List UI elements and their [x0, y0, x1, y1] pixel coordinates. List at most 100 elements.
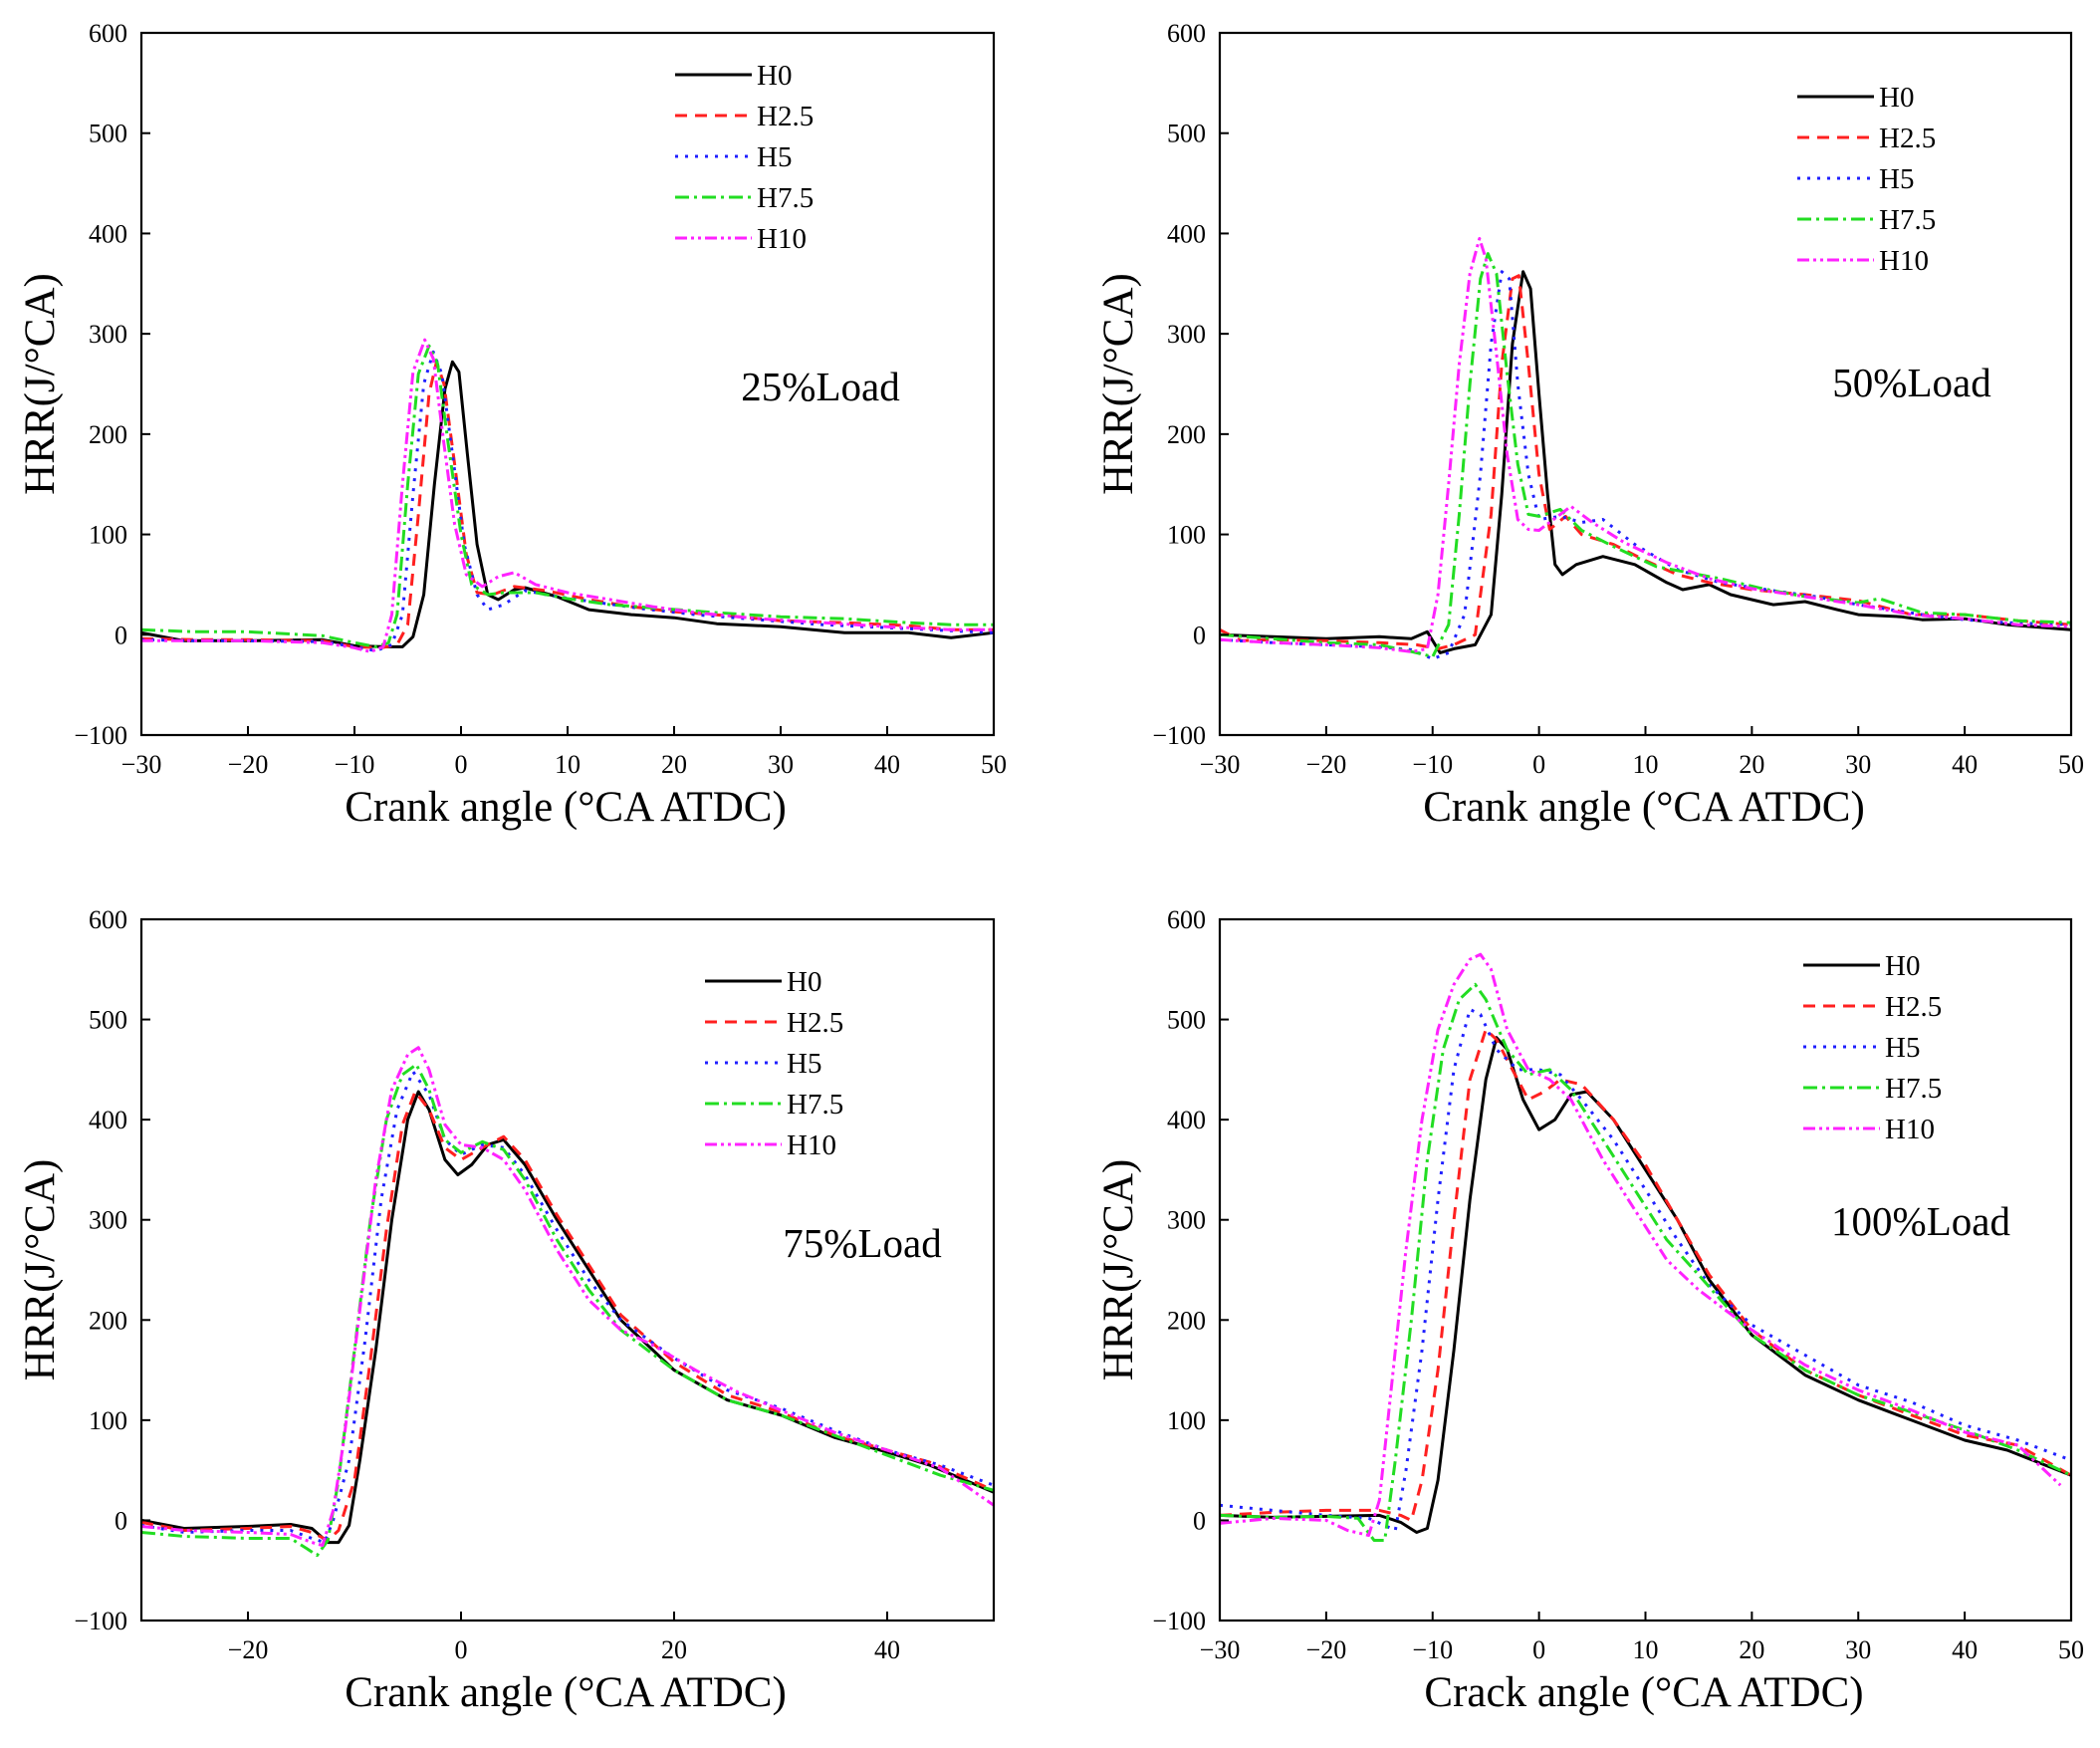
series-line-H2.5 — [141, 1090, 994, 1542]
y-axis-title: HRR(J/°CA) — [1095, 1159, 1142, 1381]
x-tick-label: −20 — [228, 1635, 269, 1664]
series-line-H7.5 — [1220, 252, 2071, 658]
series-line-H0 — [141, 1090, 994, 1545]
legend-label-H2.5: H2.5 — [1879, 123, 1936, 154]
x-tick-label: −30 — [1200, 1635, 1241, 1664]
x-tick-label: −10 — [1412, 750, 1453, 779]
y-tick-label: 200 — [1167, 1306, 1206, 1335]
legend-label-H5: H5 — [787, 1048, 821, 1080]
y-tick-label: 300 — [1167, 1206, 1206, 1235]
x-tick-label: 40 — [874, 1635, 900, 1664]
x-tick-label: 0 — [1532, 750, 1545, 779]
y-tick-label: 600 — [89, 905, 127, 934]
y-tick-label: 200 — [89, 1306, 127, 1335]
legend-label-H7.5: H7.5 — [757, 182, 814, 214]
x-tick-label: 30 — [1845, 1635, 1871, 1664]
y-tick-label: −100 — [1152, 721, 1206, 750]
series-line-H10 — [1220, 237, 2071, 653]
y-tick-label: 200 — [89, 420, 127, 449]
x-tick-label: 30 — [768, 750, 794, 779]
series-line-H5 — [1220, 270, 2071, 660]
series-line-H2.5 — [1220, 1028, 2071, 1522]
x-tick-label: 10 — [1633, 1635, 1659, 1664]
load-annotation: 50%Load — [1832, 360, 1990, 405]
y-tick-label: 600 — [1167, 19, 1206, 48]
chart-panel-3: −20 0 20 40 −100 0 100 200 300 400 500 600 Crank ang… — [17, 905, 996, 1716]
legend-label-H0: H0 — [1885, 950, 1920, 982]
y-tick-label: 0 — [115, 1506, 127, 1535]
plot-frame — [139, 917, 996, 1623]
legend: H0 H2.5 H5 H7.5 H10 — [1803, 950, 1942, 1145]
x-tick-label: 0 — [455, 1635, 468, 1664]
legend-label-H0: H0 — [757, 60, 792, 92]
legend-label-H2.5: H2.5 — [1885, 991, 1942, 1023]
y-tick-label: 400 — [1167, 219, 1206, 248]
series-line-H0 — [1220, 1036, 2071, 1534]
chart-panel-4: −30 −20 −10 0 10 20 30 40 50−1000100200300400500… — [1095, 905, 2084, 1716]
x-tick-label: 20 — [661, 750, 687, 779]
legend: H0 H2.5 H5 H7.5 H10 — [1797, 82, 1936, 277]
x-tick-label: −20 — [1306, 1635, 1347, 1664]
legend-label-H5: H5 — [1879, 163, 1914, 195]
y-axis-title: HRR(J/°CA) — [17, 1159, 64, 1381]
x-tick-label: −20 — [1306, 750, 1347, 779]
legend-label-H10: H10 — [757, 223, 807, 255]
x-tick-label: −10 — [335, 750, 375, 779]
y-axis-title: HRR(J/°CA) — [1095, 273, 1142, 495]
legend: H0 H2.5 H5 H7.5 H10 — [705, 966, 843, 1161]
x-tick-label: 20 — [1739, 750, 1764, 779]
x-tick-label: 40 — [1952, 750, 1978, 779]
y-tick-label: 300 — [89, 320, 127, 349]
legend-label-H10: H10 — [1879, 245, 1929, 277]
chart-panel-2: −30 −20 −10 0 10 20 30 40 50−1000100200300400500… — [1095, 19, 2084, 831]
y-tick-label: −100 — [74, 1607, 127, 1635]
series-line-H0 — [1220, 270, 2071, 654]
series-line-H7.5 — [141, 344, 994, 648]
legend-label-H7.5: H7.5 — [787, 1089, 843, 1121]
x-tick-label: 20 — [1739, 1635, 1764, 1664]
legend-label-H2.5: H2.5 — [787, 1007, 843, 1039]
series-line-H7.5 — [1220, 982, 2071, 1542]
legend-label-H5: H5 — [757, 141, 792, 173]
y-tick-label: 500 — [1167, 1006, 1206, 1035]
y-tick-label: 0 — [1193, 1506, 1206, 1535]
y-tick-label: 100 — [89, 521, 127, 550]
y-tick-label: 400 — [89, 1106, 127, 1134]
y-tick-label: −100 — [74, 721, 127, 750]
series-line-H2.5 — [1220, 274, 2071, 650]
series-line-H10 — [1220, 952, 2062, 1537]
x-axis-title: Crack angle (°CA ATDC) — [1424, 1669, 1863, 1716]
x-tick-label: 0 — [1532, 1635, 1545, 1664]
x-tick-label: 40 — [874, 750, 900, 779]
legend-label-H7.5: H7.5 — [1879, 204, 1936, 236]
x-tick-label: 10 — [1633, 750, 1659, 779]
x-tick-label: 20 — [661, 1635, 687, 1664]
legend-label-H10: H10 — [1885, 1114, 1935, 1145]
x-tick-label: 40 — [1952, 1635, 1978, 1664]
legend-label-H7.5: H7.5 — [1885, 1073, 1942, 1105]
legend-label-H0: H0 — [1879, 82, 1914, 114]
y-tick-label: 300 — [1167, 320, 1206, 349]
x-tick-label: −30 — [121, 750, 162, 779]
y-axis-title: HRR(J/°CA) — [17, 273, 64, 495]
x-tick-label: 50 — [2058, 1635, 2084, 1664]
y-tick-label: 600 — [1167, 905, 1206, 934]
legend-label-H0: H0 — [787, 966, 821, 998]
x-axis-title: Crank angle (°CA ATDC) — [1423, 784, 1865, 831]
legend-label-H2.5: H2.5 — [757, 101, 814, 132]
x-axis-title: Crank angle (°CA ATDC) — [345, 784, 787, 831]
x-tick-label: 30 — [1845, 750, 1871, 779]
y-tick-label: 500 — [89, 1006, 127, 1035]
x-tick-label: −20 — [228, 750, 269, 779]
x-tick-label: −10 — [1412, 1635, 1453, 1664]
x-axis-title: Crank angle (°CA ATDC) — [345, 1669, 787, 1716]
legend: H0 H2.5 H5 H7.5 H10 — [675, 60, 814, 255]
y-tick-label: 400 — [89, 219, 127, 248]
series-line-H5 — [1220, 1008, 2071, 1532]
x-tick-label: −30 — [1200, 750, 1241, 779]
series-line-H10 — [141, 1046, 994, 1548]
series-line-H5 — [141, 1070, 994, 1545]
load-annotation: 75%Load — [783, 1220, 941, 1266]
y-tick-label: 100 — [89, 1406, 127, 1435]
y-tick-label: 300 — [89, 1206, 127, 1235]
